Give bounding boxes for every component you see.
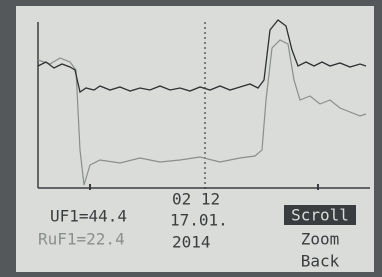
menu-item[interactable]: Back — [301, 252, 340, 271]
reading: UF1=44.4 — [50, 207, 127, 226]
date: 17.01. — [170, 211, 228, 230]
menu-item[interactable]: Scroll — [291, 206, 349, 225]
device-screen: UF1=44.4 RuF1=22.4 02 12 17.01. 2014 Scr… — [0, 0, 382, 277]
time: 02 12 — [172, 190, 220, 209]
page: {"screen": { "readings": ["UF1=44.4", "R… — [0, 0, 382, 277]
year: 2014 — [172, 233, 211, 252]
reading: RuF1=22.4 — [38, 230, 125, 249]
menu-item[interactable]: Zoom — [301, 230, 340, 249]
